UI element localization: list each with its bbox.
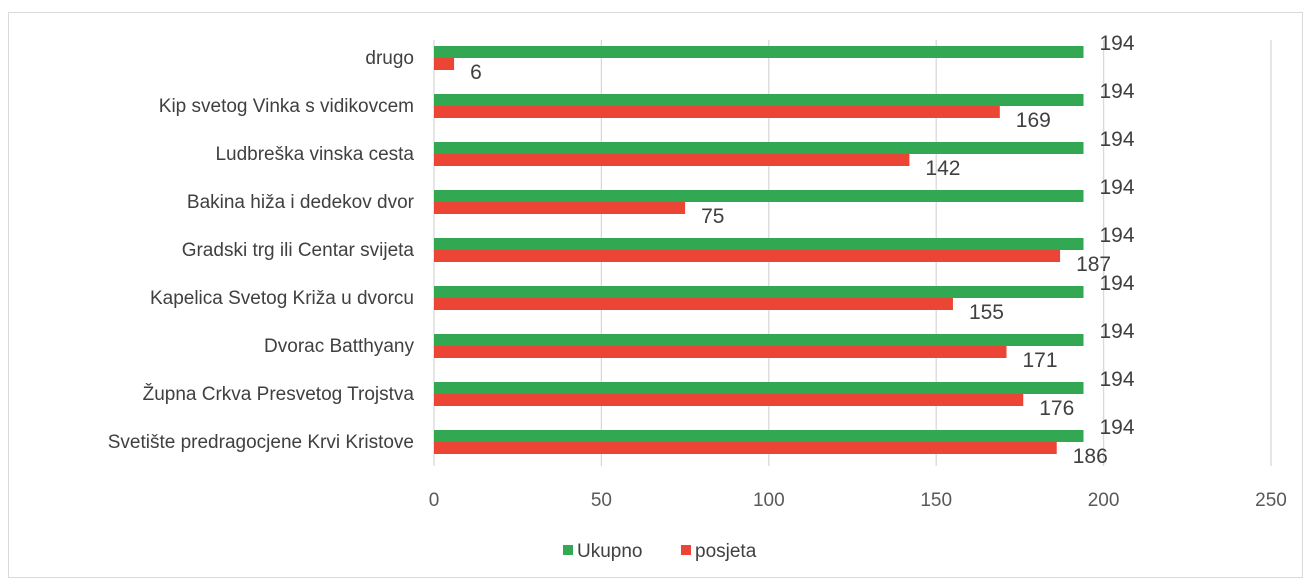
- category-label: Dvorac Batthyany: [264, 336, 414, 357]
- data-label-posjeta: 142: [925, 157, 960, 180]
- data-label-posjeta: 187: [1076, 253, 1111, 276]
- category-label: Bakina hiža i dedekov dvor: [187, 192, 415, 213]
- data-label-posjeta: 186: [1073, 445, 1108, 468]
- category-label: Kapelica Svetog Križa u dvorcu: [150, 288, 414, 309]
- data-label-posjeta: 75: [701, 205, 724, 228]
- bar-posjeta: [434, 394, 1024, 406]
- bar-ukupno: [434, 190, 1084, 202]
- bar-ukupno: [434, 334, 1084, 346]
- bar-ukupno: [434, 142, 1084, 154]
- labels: 0 50 100 150 200 250 drugo 194 6 Kip svetog Vinka…: [108, 32, 1287, 511]
- bar-ukupno: [434, 94, 1084, 106]
- data-label-ukupno: 194: [1100, 224, 1135, 247]
- bar-ukupno: [434, 382, 1084, 394]
- data-label-posjeta: 155: [969, 301, 1004, 324]
- bar-ukupno: [434, 238, 1084, 250]
- bar-posjeta: [434, 154, 910, 166]
- legend-swatch-ukupno: [563, 545, 573, 555]
- x-tick-label: 50: [591, 490, 612, 511]
- x-tick-label: 250: [1255, 490, 1287, 511]
- x-tick-label: 200: [1088, 490, 1120, 511]
- data-label-ukupno: 194: [1100, 176, 1135, 199]
- bar-posjeta: [434, 106, 1000, 118]
- category-label: Župna Crkva Presvetog Trojstva: [143, 383, 415, 405]
- category-label: Ludbreška vinska cesta: [215, 144, 414, 165]
- category-label: Svetište predragocjene Krvi Kristove: [108, 432, 414, 453]
- data-label-posjeta: 169: [1016, 109, 1051, 132]
- data-label-ukupno: 194: [1100, 320, 1135, 343]
- x-tick-label: 150: [920, 490, 952, 511]
- category-label: Gradski trg ili Centar svijeta: [182, 240, 415, 261]
- bar-posjeta: [434, 346, 1007, 358]
- data-label-posjeta: 6: [470, 61, 482, 84]
- bar-posjeta: [434, 250, 1061, 262]
- x-tick-label: 100: [753, 490, 785, 511]
- bar-posjeta: [434, 202, 686, 214]
- data-label-posjeta: 176: [1039, 397, 1074, 420]
- bar-ukupno: [434, 46, 1084, 58]
- x-tick-label: 0: [429, 490, 440, 511]
- bar-posjeta: [434, 298, 953, 310]
- data-label-ukupno: 194: [1100, 32, 1135, 55]
- data-label-posjeta: 171: [1023, 349, 1058, 372]
- data-label-ukupno: 194: [1100, 128, 1135, 151]
- data-label-ukupno: 194: [1100, 272, 1135, 295]
- category-label: drugo: [365, 48, 414, 69]
- data-label-ukupno: 194: [1100, 416, 1135, 439]
- legend-swatch-posjeta: [681, 545, 691, 555]
- bar-ukupno: [434, 430, 1084, 442]
- bars: [434, 46, 1084, 454]
- legend: Ukupno posjeta: [563, 541, 757, 562]
- data-label-ukupno: 194: [1100, 368, 1135, 391]
- legend-label-posjeta: posjeta: [695, 541, 757, 562]
- data-label-ukupno: 194: [1100, 80, 1135, 103]
- bar-posjeta: [434, 442, 1057, 454]
- bar-ukupno: [434, 286, 1084, 298]
- legend-label-ukupno: Ukupno: [577, 541, 643, 562]
- bar-posjeta: [434, 58, 455, 70]
- category-label: Kip svetog Vinka s vidikovcem: [159, 96, 414, 117]
